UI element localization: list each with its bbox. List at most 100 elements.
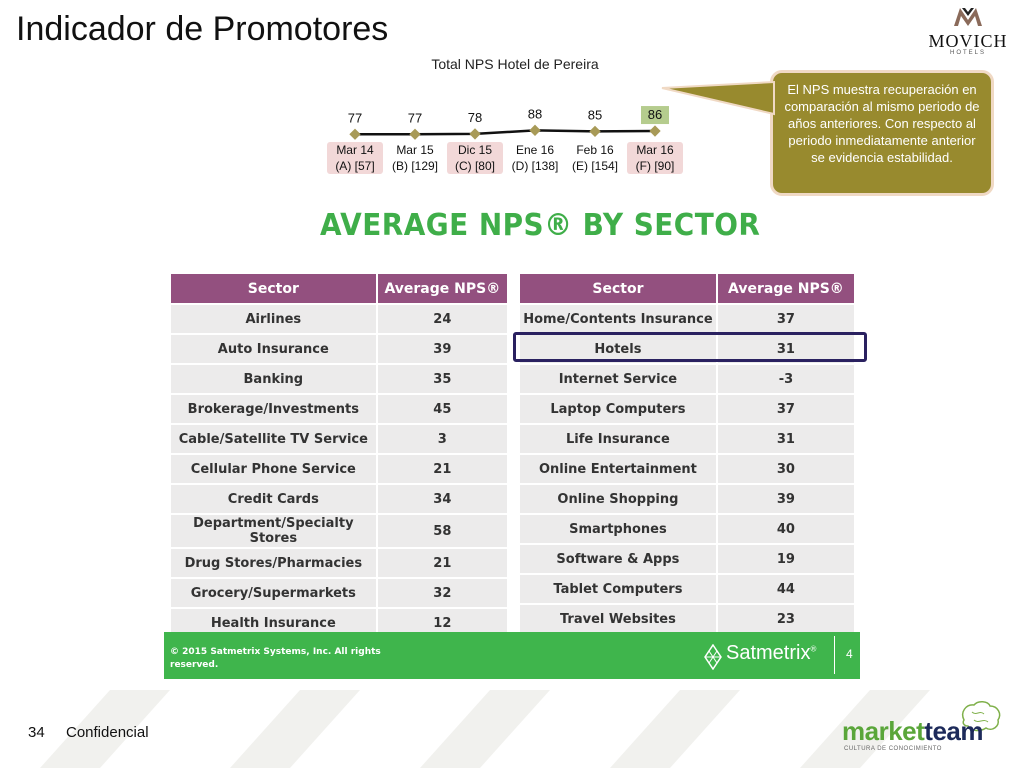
nps-cell: 23 xyxy=(717,605,854,633)
sector-cell: Tablet Computers xyxy=(520,575,718,603)
sector-cell: Banking xyxy=(171,365,378,393)
category-label: Ene 16 (D) [138] xyxy=(507,142,563,174)
table-row: Grocery/Supermarkets 32 xyxy=(171,579,507,607)
nps-cell: 21 xyxy=(377,455,507,483)
table-row: Tablet Computers 44 xyxy=(520,575,854,603)
marketteam-part2: team xyxy=(924,716,983,746)
data-label: 88 xyxy=(528,106,542,121)
table-row: Smartphones 40 xyxy=(520,515,854,543)
category-label-line: (A) [57] xyxy=(335,159,375,173)
nps-cell: 31 xyxy=(717,335,854,363)
sector-cell: Drug Stores/Pharmacies xyxy=(171,549,378,577)
sector-cell: Online Entertainment xyxy=(520,455,718,483)
chart-svg: 77 77 78 88 85 86 xyxy=(348,106,669,140)
table-row: Drug Stores/Pharmacies 21 xyxy=(171,549,507,577)
nps-cell: 40 xyxy=(717,515,854,543)
footer-separator xyxy=(834,636,835,674)
copyright-line-1: © 2015 Satmetrix Systems, Inc. All right… xyxy=(170,647,381,657)
category-label: Mar 15 (B) [129] xyxy=(387,142,443,174)
movich-logo: MOVICH HOTELS xyxy=(918,6,1018,56)
data-point xyxy=(649,125,661,137)
category-label-line: Ene 16 xyxy=(515,143,555,157)
satmetrix-brand-text: Satmetrix xyxy=(726,642,811,664)
sector-cell: Smartphones xyxy=(520,515,718,543)
data-label-highlight xyxy=(641,106,669,125)
table-row: Online Shopping 39 xyxy=(520,485,854,513)
sector-heading: AVERAGE NPS® BY SECTOR xyxy=(320,208,761,243)
marketteam-part1: market xyxy=(842,716,925,746)
nps-cell: 39 xyxy=(717,485,854,513)
chart-title: Total NPS Hotel de Pereira xyxy=(431,56,599,72)
column-header-sector: Sector xyxy=(520,274,718,303)
hotels-highlight-box xyxy=(513,332,867,362)
data-label: 86 xyxy=(648,107,662,122)
movich-logo-mark-icon xyxy=(954,8,982,26)
confidential-label: Confidencial xyxy=(66,724,149,741)
nps-cell: 3 xyxy=(377,425,507,453)
table-row: Cable/Satellite TV Service 3 xyxy=(171,425,507,453)
sector-cell: Airlines xyxy=(171,305,378,333)
nps-cell: 58 xyxy=(377,515,507,547)
sector-cell: Cellular Phone Service xyxy=(171,455,378,483)
satmetrix-brand-mark: ® xyxy=(810,644,817,654)
data-label: 78 xyxy=(468,110,482,125)
nps-cell: 45 xyxy=(377,395,507,423)
data-label: 85 xyxy=(588,107,602,122)
table-row: Brokerage/Investments 45 xyxy=(171,395,507,423)
category-label-line: (C) [80] xyxy=(454,159,495,173)
table-row: Internet Service -3 xyxy=(520,365,854,393)
category-label: Mar 16 (F) [90] xyxy=(627,142,683,174)
data-point xyxy=(349,128,361,140)
table-row: Life Insurance 31 xyxy=(520,425,854,453)
nps-cell: 21 xyxy=(377,549,507,577)
nps-cell: -3 xyxy=(717,365,854,393)
nps-cell: 37 xyxy=(717,305,854,333)
nps-cell: 34 xyxy=(377,485,507,513)
sector-cell: Home/Contents Insurance xyxy=(520,305,718,333)
marketteam-tagline: CULTURA DE CONOCIMIENTO xyxy=(844,746,942,752)
nps-cell: 37 xyxy=(717,395,854,423)
category-label-line: Feb 16 xyxy=(576,143,614,157)
nps-cell: 19 xyxy=(717,545,854,573)
category-label-line: Dic 15 xyxy=(457,143,492,157)
sector-cell: Cable/Satellite TV Service xyxy=(171,425,378,453)
callout-pointer xyxy=(661,80,775,116)
sector-cell: Department/Specialty Stores xyxy=(171,515,378,547)
table-row: Travel Websites 23 xyxy=(520,605,854,633)
movich-logo-text: MOVICH xyxy=(928,31,1008,51)
sector-cell: Brokerage/Investments xyxy=(171,395,378,423)
sector-cell: Online Shopping xyxy=(520,485,718,513)
table-row: Home/Contents Insurance 37 xyxy=(520,305,854,333)
table-row: Software & Apps 19 xyxy=(520,545,854,573)
nps-line-chart: Total NPS Hotel de Pereira 77 77 78 88 85 86 … xyxy=(325,52,705,182)
category-label-line: Mar 14 xyxy=(336,143,374,157)
table-header-row: Sector Average NPS® xyxy=(520,274,854,303)
data-point xyxy=(589,125,601,138)
column-header-sector: Sector xyxy=(171,274,378,303)
series-line xyxy=(355,129,656,136)
category-label: Dic 15 (C) [80] xyxy=(447,142,503,174)
page-title: Indicador de Promotores xyxy=(16,10,389,48)
table-row: Online Entertainment 30 xyxy=(520,455,854,483)
slide-number: 34 xyxy=(28,724,45,741)
table-row: Credit Cards 34 xyxy=(171,485,507,513)
data-point xyxy=(469,128,481,140)
marketteam-logo: marketteam CULTURA DE CONOCIMIENTO xyxy=(842,700,1002,756)
category-label-line: Mar 16 xyxy=(636,143,674,157)
satmetrix-footer-bar: © 2015 Satmetrix Systems, Inc. All right… xyxy=(164,632,860,679)
table-row: Airlines 24 xyxy=(171,305,507,333)
table-row: Laptop Computers 37 xyxy=(520,395,854,423)
table-row: Hotels 31 xyxy=(520,335,854,363)
table-row: Auto Insurance 39 xyxy=(171,335,507,363)
sector-cell: Software & Apps xyxy=(520,545,718,573)
marketteam-wordmark: marketteam xyxy=(842,716,983,747)
data-label: 77 xyxy=(408,110,422,125)
table-row: Department/Specialty Stores 58 xyxy=(171,515,507,547)
sector-table-right: Sector Average NPS® Home/Contents Insura… xyxy=(520,272,854,635)
satmetrix-logo-icon xyxy=(704,644,722,670)
sector-cell: Auto Insurance xyxy=(171,335,378,363)
nps-cell: 32 xyxy=(377,579,507,607)
nps-cell: 44 xyxy=(717,575,854,603)
category-label: Mar 14 (A) [57] xyxy=(327,142,383,174)
sector-cell: Laptop Computers xyxy=(520,395,718,423)
